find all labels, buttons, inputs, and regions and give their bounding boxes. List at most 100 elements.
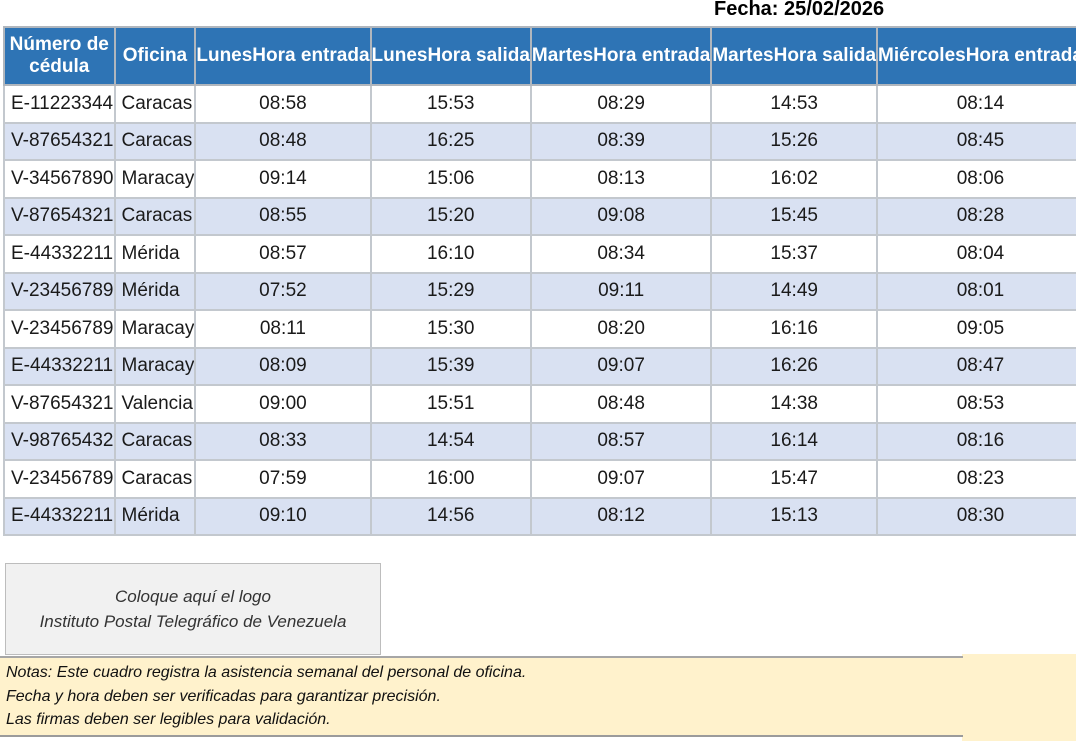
- table-row: V-87654321 Valencia 09:00 15:51 08:48 14:38 08…: [3, 384, 1076, 424]
- cell-oficina: Caracas: [113, 421, 197, 461]
- cell-miercoles-entrada: 08:04: [876, 234, 1076, 274]
- cell-miercoles-entrada: 08:01: [876, 271, 1076, 311]
- cell-martes-salida: 14:38: [710, 384, 879, 424]
- cell-martes-salida: 16:26: [710, 346, 879, 386]
- cell-cedula: V-87654321: [3, 121, 116, 161]
- cell-lunes-salida: 15:29: [369, 271, 532, 311]
- cell-martes-salida: 14:49: [710, 271, 879, 311]
- header-row: Número de cédula Oficina LunesHora entrada…: [3, 26, 1076, 86]
- cell-martes-entrada: 08:39: [529, 121, 713, 161]
- cell-oficina: Mérida: [113, 234, 197, 274]
- cell-martes-entrada: 08:13: [529, 159, 713, 199]
- cell-lunes-entrada: 08:58: [194, 84, 372, 124]
- cell-martes-salida: 15:47: [710, 459, 879, 499]
- table-row: V-98765432 Caracas 08:33 14:54 08:57 16:14 08:…: [3, 421, 1076, 461]
- cell-lunes-entrada: 08:09: [194, 346, 372, 386]
- cell-martes-entrada: 08:48: [529, 384, 713, 424]
- cell-oficina: Maracay: [113, 159, 197, 199]
- cell-martes-salida: 15:13: [710, 496, 879, 536]
- notes-line-1: Notas: Este cuadro registra la asistenci…: [6, 664, 527, 681]
- cell-lunes-entrada: 09:00: [194, 384, 372, 424]
- cell-oficina: Caracas: [113, 84, 197, 124]
- cell-oficina: Maracay: [113, 346, 197, 386]
- cell-martes-entrada: 09:08: [529, 196, 713, 236]
- cell-martes-salida: 16:16: [710, 309, 879, 349]
- notes-box: Notas: Este cuadro registra la asistenci…: [0, 656, 963, 737]
- cell-lunes-salida: 15:39: [369, 346, 532, 386]
- table-row: V-23456789 Mérida 07:52 15:29 09:11 14:49 08:0…: [3, 271, 1076, 311]
- cell-martes-salida: 16:14: [710, 421, 879, 461]
- cell-lunes-salida: 16:10: [369, 234, 532, 274]
- cell-miercoles-entrada: 08:14: [876, 84, 1076, 124]
- cell-martes-entrada: 08:34: [529, 234, 713, 274]
- cell-miercoles-entrada: 09:05: [876, 309, 1076, 349]
- cell-lunes-salida: 15:30: [369, 309, 532, 349]
- cell-lunes-entrada: 09:10: [194, 496, 372, 536]
- cell-oficina: Maracay: [113, 309, 197, 349]
- cell-cedula: E-44332211: [3, 234, 116, 274]
- cell-lunes-salida: 15:06: [369, 159, 532, 199]
- cell-cedula: V-34567890: [3, 159, 116, 199]
- cell-martes-entrada: 08:12: [529, 496, 713, 536]
- cell-lunes-entrada: 08:57: [194, 234, 372, 274]
- column-header-lunes-salida: LunesHora salida: [369, 26, 532, 86]
- table-row: V-23456789 Caracas 07:59 16:00 09:07 15:47 08:…: [3, 459, 1076, 499]
- cell-cedula: V-23456789: [3, 271, 116, 311]
- cell-cedula: V-23456789: [3, 309, 116, 349]
- cell-lunes-salida: 16:25: [369, 121, 532, 161]
- cell-martes-entrada: 08:20: [529, 309, 713, 349]
- cell-lunes-salida: 14:54: [369, 421, 532, 461]
- cell-martes-entrada: 09:07: [529, 459, 713, 499]
- table-row: E-11223344 Caracas 08:58 15:53 08:29 14:53 08:…: [3, 84, 1076, 124]
- cell-oficina: Mérida: [113, 271, 197, 311]
- cell-miercoles-entrada: 08:28: [876, 196, 1076, 236]
- column-header-martes-entrada: MartesHora entrada: [529, 26, 713, 86]
- cell-miercoles-entrada: 08:06: [876, 159, 1076, 199]
- cell-cedula: V-87654321: [3, 196, 116, 236]
- cell-martes-salida: 15:26: [710, 121, 879, 161]
- cell-lunes-entrada: 08:55: [194, 196, 372, 236]
- cell-martes-salida: 15:37: [710, 234, 879, 274]
- table-row: E-44332211 Maracay 08:09 15:39 09:07 16:26 08:…: [3, 346, 1076, 386]
- logo-placeholder-line2: Instituto Postal Telegráfico de Venezuel…: [39, 612, 347, 631]
- cell-oficina: Caracas: [113, 459, 197, 499]
- cell-miercoles-entrada: 08:45: [876, 121, 1076, 161]
- logo-placeholder-box: Coloque aquí el logo Instituto Postal Te…: [5, 563, 381, 655]
- cell-lunes-entrada: 08:33: [194, 421, 372, 461]
- column-header-lunes-entrada: LunesHora entrada: [194, 26, 372, 86]
- cell-oficina: Valencia: [113, 384, 197, 424]
- table-row: E-44332211 Mérida 09:10 14:56 08:12 15:13 08:3…: [3, 496, 1076, 536]
- cell-lunes-salida: 14:56: [369, 496, 532, 536]
- cell-cedula: V-23456789: [3, 459, 116, 499]
- cell-lunes-entrada: 07:52: [194, 271, 372, 311]
- column-header-cedula: Número de cédula: [3, 26, 116, 86]
- notes-line-2: Fecha y hora deben ser verificadas para …: [6, 687, 441, 705]
- logo-placeholder-line1: Coloque aquí el logo: [115, 587, 271, 606]
- cell-lunes-entrada: 08:11: [194, 309, 372, 349]
- notes-line-3: Las firmas deben ser legibles para valid…: [6, 711, 331, 728]
- column-header-martes-salida: MartesHora salida: [710, 26, 879, 86]
- attendance-table: Número de cédula Oficina LunesHora entrada…: [3, 26, 1076, 536]
- notes-band-right: [962, 654, 1076, 741]
- cell-lunes-salida: 15:51: [369, 384, 532, 424]
- table-row: V-87654321 Caracas 08:55 15:20 09:08 15:45 08:…: [3, 196, 1076, 236]
- cell-miercoles-entrada: 08:53: [876, 384, 1076, 424]
- cell-oficina: Caracas: [113, 121, 197, 161]
- column-header-oficina: Oficina: [113, 26, 197, 86]
- cell-lunes-salida: 15:20: [369, 196, 532, 236]
- table-row: E-44332211 Mérida 08:57 16:10 08:34 15:37 08:0…: [3, 234, 1076, 274]
- cell-miercoles-entrada: 08:16: [876, 421, 1076, 461]
- cell-martes-salida: 14:53: [710, 84, 879, 124]
- cell-lunes-entrada: 09:14: [194, 159, 372, 199]
- cell-lunes-entrada: 08:48: [194, 121, 372, 161]
- column-header-miercoles-entrada: MiércolesHora entrada: [876, 26, 1076, 86]
- cell-martes-salida: 15:45: [710, 196, 879, 236]
- table-row: V-87654321 Caracas 08:48 16:25 08:39 15:26 08:…: [3, 121, 1076, 161]
- cell-oficina: Mérida: [113, 496, 197, 536]
- cell-lunes-salida: 16:00: [369, 459, 532, 499]
- table-row: V-34567890 Maracay 09:14 15:06 08:13 16:02 08:…: [3, 159, 1076, 199]
- cell-martes-entrada: 09:11: [529, 271, 713, 311]
- cell-martes-entrada: 08:57: [529, 421, 713, 461]
- table-row: V-23456789 Maracay 08:11 15:30 08:20 16:16 09:…: [3, 309, 1076, 349]
